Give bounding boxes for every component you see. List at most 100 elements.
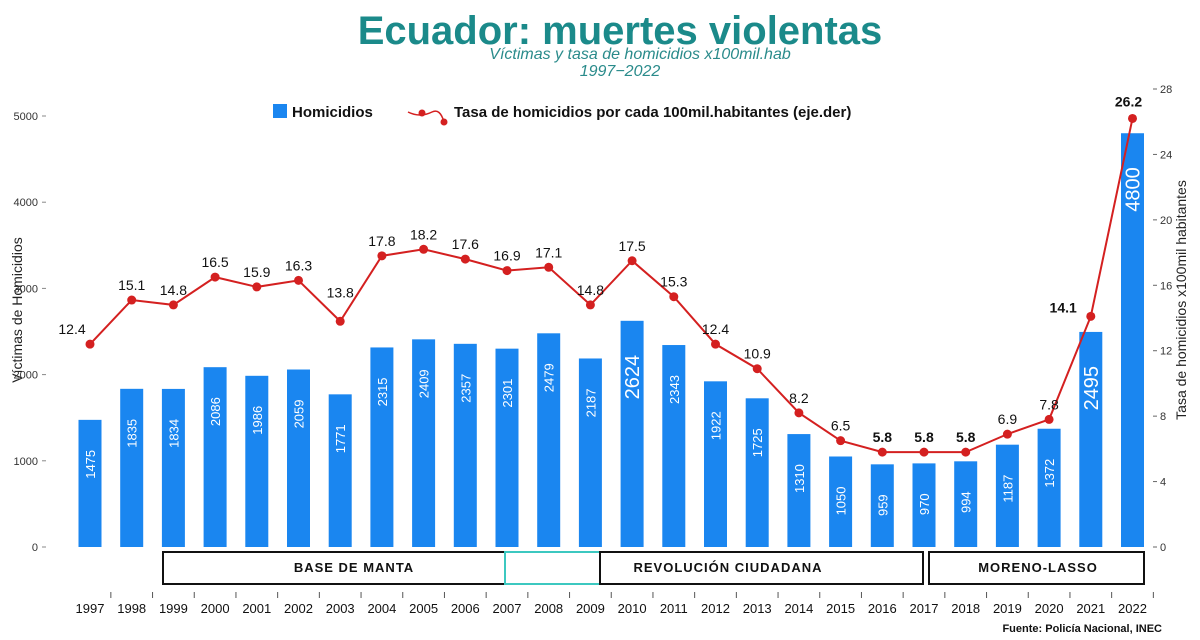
period-boxes: BASE DE MANTA REVOLUCIÓN CIUDADANA MORENO-… [162, 551, 1145, 585]
bar [495, 348, 519, 547]
rate-point [252, 282, 262, 292]
bar [662, 345, 686, 547]
legend-bar-swatch [273, 104, 287, 118]
x-tick-label: 2017 [910, 601, 939, 616]
bar-value-label: 4800 [1123, 167, 1145, 212]
bar-value-label: 2624 [622, 355, 644, 400]
bar-value-label: 1986 [250, 406, 265, 435]
y2-tick-label: 12 [1160, 346, 1172, 358]
bar [745, 398, 769, 547]
rate-value-label: 15.1 [118, 277, 145, 293]
rate-point [460, 254, 470, 264]
y2-axis-label: Tasa de homicidios x100mil habitantes [1173, 180, 1189, 420]
bars [78, 133, 1144, 548]
bar [203, 367, 227, 547]
rate-point [377, 251, 387, 261]
x-tick-label: 2015 [826, 601, 855, 616]
bar [578, 358, 602, 547]
x-tick-label: 2018 [951, 601, 980, 616]
x-tick-label: 2010 [618, 601, 647, 616]
bar-value-label: 1834 [166, 419, 181, 448]
x-tick-label: 1998 [117, 601, 146, 616]
rate-value-label: 6.9 [998, 411, 1018, 427]
x-tick-label: 2001 [242, 601, 271, 616]
rate-value-label: 26.2 [1115, 93, 1142, 109]
chart-subtitle: Víctimas y tasa de homicidios x100mil.ha… [489, 46, 791, 63]
bar [453, 343, 477, 547]
rate-point [1044, 414, 1054, 424]
bar-value-label: 1310 [792, 464, 807, 493]
rate-value-label: 16.3 [285, 257, 312, 273]
x-tick-label: 2007 [493, 601, 522, 616]
x-tick-label: 2014 [784, 601, 813, 616]
bar-value-label: 1725 [750, 428, 765, 457]
rate-point [1002, 429, 1012, 439]
x-axis-ticks: 1997 1998 1999 2000 2001 2002 2003 2004 2005 2006… [76, 592, 1154, 616]
rate-point [1086, 311, 1096, 321]
rate-point [502, 266, 512, 276]
bar-value-label: 1187 [1000, 475, 1015, 503]
bar-value-label: 2301 [500, 379, 515, 408]
x-tick-label: 2002 [284, 601, 313, 616]
x-tick-label: 2013 [743, 601, 772, 616]
rate-point [711, 339, 720, 349]
rate-value-label: 17.6 [452, 236, 479, 252]
rate-point [85, 339, 95, 349]
bar [537, 333, 561, 547]
bar [912, 463, 936, 547]
period-box [504, 551, 601, 585]
bar [1121, 133, 1144, 548]
bar-value-label: 1475 [83, 450, 98, 479]
x-tick-label: 2009 [576, 601, 605, 616]
bar [287, 369, 310, 547]
bar-value-label: 994 [959, 491, 974, 513]
x-tick-label: 2022 [1118, 601, 1147, 616]
bar-value-label: 1050 [834, 486, 849, 515]
y2-tick-label: 4 [1160, 477, 1166, 489]
bar-value-label: 2357 [458, 374, 473, 403]
y-axis-label: Víctimas de Homicidios [9, 237, 25, 383]
rate-point [669, 292, 679, 302]
x-tick-label: 2021 [1076, 601, 1105, 616]
rate-point [1128, 113, 1137, 123]
bar [370, 347, 394, 547]
rate-value-label: 16.9 [493, 248, 520, 264]
rate-point [544, 262, 554, 272]
bar-value-label: 2409 [417, 369, 432, 398]
rate-value-label: 14.8 [577, 282, 604, 298]
bar-labels: 1475 1835 1834 2086 1986 2059 1771 2315 2409 2357… [83, 167, 1145, 516]
rate-value-label: 7.8 [1039, 396, 1059, 412]
bar [412, 339, 436, 547]
bar [1037, 428, 1061, 547]
rate-value-label: 16.5 [201, 254, 228, 270]
rate-point [627, 256, 637, 266]
y2-axis-ticks: 0 4 8 12 16 20 24 28 [1153, 84, 1172, 554]
rate-value-label: 5.8 [873, 429, 893, 445]
bar-value-label: 2495 [1081, 366, 1103, 411]
rate-point [585, 300, 595, 310]
legend-line-label: Tasa de homicidios por cada 100mil.habit… [454, 104, 851, 121]
x-tick-label: 2005 [409, 601, 438, 616]
legend-line-marker-end [440, 118, 448, 126]
x-tick-label: 2006 [451, 601, 480, 616]
bar [78, 419, 102, 547]
period-label: MORENO-LASSO [978, 560, 1098, 575]
bar-value-label: 2187 [583, 388, 598, 417]
rate-point [752, 364, 762, 374]
rate-point [210, 272, 220, 282]
rate-point [168, 300, 178, 310]
y2-tick-label: 0 [1160, 542, 1166, 554]
rate-value-label: 14.8 [160, 282, 187, 298]
rate-line [85, 113, 1137, 457]
y2-tick-label: 16 [1160, 280, 1172, 292]
legend-line-marker [418, 109, 426, 117]
rate-value-label: 6.5 [831, 418, 851, 434]
x-tick-label: 2016 [868, 601, 897, 616]
y2-tick-label: 24 [1160, 149, 1172, 161]
bar [995, 444, 1019, 547]
bar [870, 464, 894, 547]
rate-value-label: 5.8 [914, 429, 934, 445]
y-axis-ticks: 0 1000 2000 3000 4000 5000 [14, 111, 46, 554]
rate-point [794, 408, 804, 418]
